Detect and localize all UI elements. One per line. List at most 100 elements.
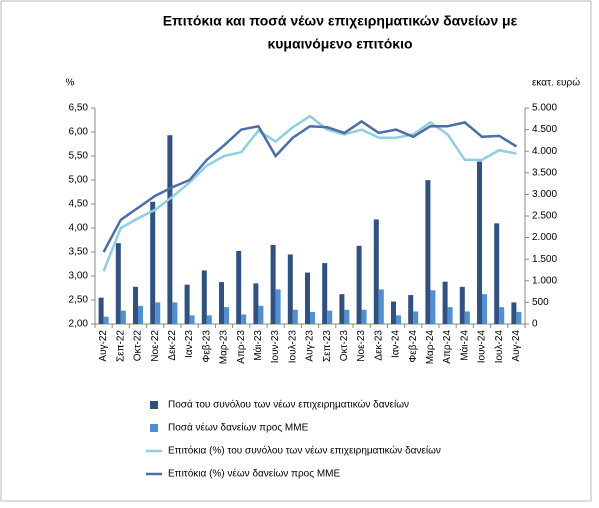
bar	[373, 219, 379, 324]
x-tick-label: Νοε-22	[150, 330, 161, 362]
x-tick-label: Ιουλ-24	[494, 330, 505, 364]
bar	[219, 282, 224, 324]
x-tick-label: Αυγ-24	[511, 330, 522, 362]
y2-tick-label: 3.000	[532, 189, 557, 200]
bar	[275, 289, 281, 324]
bar	[327, 310, 333, 324]
y2-tick-label: 3.500	[532, 167, 557, 178]
bar	[408, 295, 414, 324]
bar	[378, 289, 384, 324]
y-tick-label: 4,50	[69, 199, 89, 210]
bar	[258, 305, 264, 324]
x-tick-label: Σεπ-22	[115, 330, 126, 362]
bar	[511, 302, 517, 324]
y-axis-label: %	[66, 78, 75, 89]
y-tick-label: 4,00	[69, 223, 89, 234]
bar	[499, 307, 505, 324]
x-tick-label: Μαρ-24	[425, 330, 436, 365]
bar	[150, 201, 156, 324]
bar	[425, 180, 431, 324]
bar	[241, 314, 247, 324]
bar	[310, 311, 315, 324]
legend-label: Επιτόκια (%) νέων δανείων προς ΜΜΕ	[168, 468, 340, 480]
x-tick-label: Μαρ-23	[219, 330, 230, 365]
y-tick-label: 5,00	[69, 175, 89, 186]
bar	[430, 290, 436, 324]
bar	[138, 305, 143, 324]
bar	[477, 161, 482, 324]
chart-frame	[0, 0, 592, 502]
bar	[361, 309, 367, 324]
legend-label: Ποσά του συνόλου των νέων επιχειρηματικώ…	[168, 399, 409, 411]
x-tick-label: Μάι-23	[252, 330, 264, 361]
line	[102, 114, 517, 272]
bar	[464, 311, 470, 324]
x-tick-label: Σεπ-23	[322, 330, 333, 362]
legend-label: Ποσά νέων δανείων προς ΜΜΕ	[168, 422, 309, 434]
x-tick-label: Αυγ-23	[305, 330, 316, 362]
bar	[516, 311, 522, 324]
bar	[391, 301, 396, 324]
y2-tick-label: 2.500	[532, 211, 557, 222]
bar	[344, 309, 350, 324]
bar	[224, 307, 229, 324]
bar	[305, 272, 310, 324]
y2-axis-label: εκατ. ευρώ	[532, 77, 580, 89]
y2-tick-label: 2.000	[532, 232, 557, 243]
y-tick-label: 6,50	[69, 103, 89, 114]
chart-title: Επιτόκια και ποσά νέων επιχειρηματικών δ…	[163, 13, 518, 29]
x-tick-label: Ιουλ-23	[287, 330, 298, 364]
bar	[339, 294, 345, 324]
x-tick-label: Απρ-23	[236, 330, 247, 364]
x-tick-label: Ιουν-23	[270, 330, 281, 364]
x-tick-label: Οκτ-22	[133, 330, 144, 362]
y-tick-label: 3,00	[69, 271, 89, 282]
bar	[413, 311, 419, 324]
line	[102, 119, 518, 253]
bar	[120, 310, 126, 324]
y2-tick-label: 500	[532, 297, 549, 308]
bar	[356, 245, 362, 324]
bar	[98, 297, 104, 324]
bar	[253, 283, 259, 324]
x-tick-label: Αυγ-22	[98, 330, 109, 362]
bar	[201, 270, 207, 324]
legend-label: Επιτόκια (%) του συνόλου των νέων επιχει…	[168, 445, 441, 457]
bar	[292, 309, 298, 324]
x-tick-label: Δεκ-23	[373, 330, 384, 361]
bar	[167, 135, 173, 324]
bar	[442, 281, 448, 324]
bar	[155, 302, 161, 324]
y2-tick-label: 1.000	[532, 275, 557, 286]
y2-tick-label: 0	[532, 319, 538, 330]
x-tick-label: Φεβ-24	[408, 330, 419, 363]
bar	[459, 286, 465, 324]
bar	[447, 307, 453, 324]
bar	[482, 294, 487, 324]
x-tick-label: Μάι-24	[458, 330, 470, 361]
y-tick-label: 3,50	[69, 247, 89, 258]
bar	[287, 254, 293, 324]
y2-tick-label: 5.000	[532, 103, 557, 114]
legend-swatch	[150, 424, 158, 432]
x-tick-label: Οκτ-23	[339, 330, 350, 362]
legend-swatch	[150, 401, 158, 409]
bar	[494, 223, 500, 324]
x-tick-label: Δεκ-22	[167, 330, 178, 361]
y2-tick-label: 1.500	[532, 254, 557, 265]
x-tick-label: Φεβ-23	[201, 330, 212, 363]
y-tick-label: 2,50	[69, 295, 89, 306]
y2-tick-label: 4.000	[532, 146, 557, 157]
bar	[270, 244, 276, 324]
bar	[206, 315, 212, 324]
y-tick-label: 6,00	[69, 127, 89, 138]
bar	[189, 315, 195, 324]
bar	[184, 284, 190, 324]
y-tick-label: 5,50	[69, 151, 89, 162]
x-tick-label: Ιουν-24	[477, 330, 488, 364]
bar	[133, 286, 138, 324]
bar	[396, 315, 401, 324]
x-tick-label: Νοε-23	[356, 330, 367, 362]
x-tick-label: Ιαν-23	[184, 330, 195, 358]
